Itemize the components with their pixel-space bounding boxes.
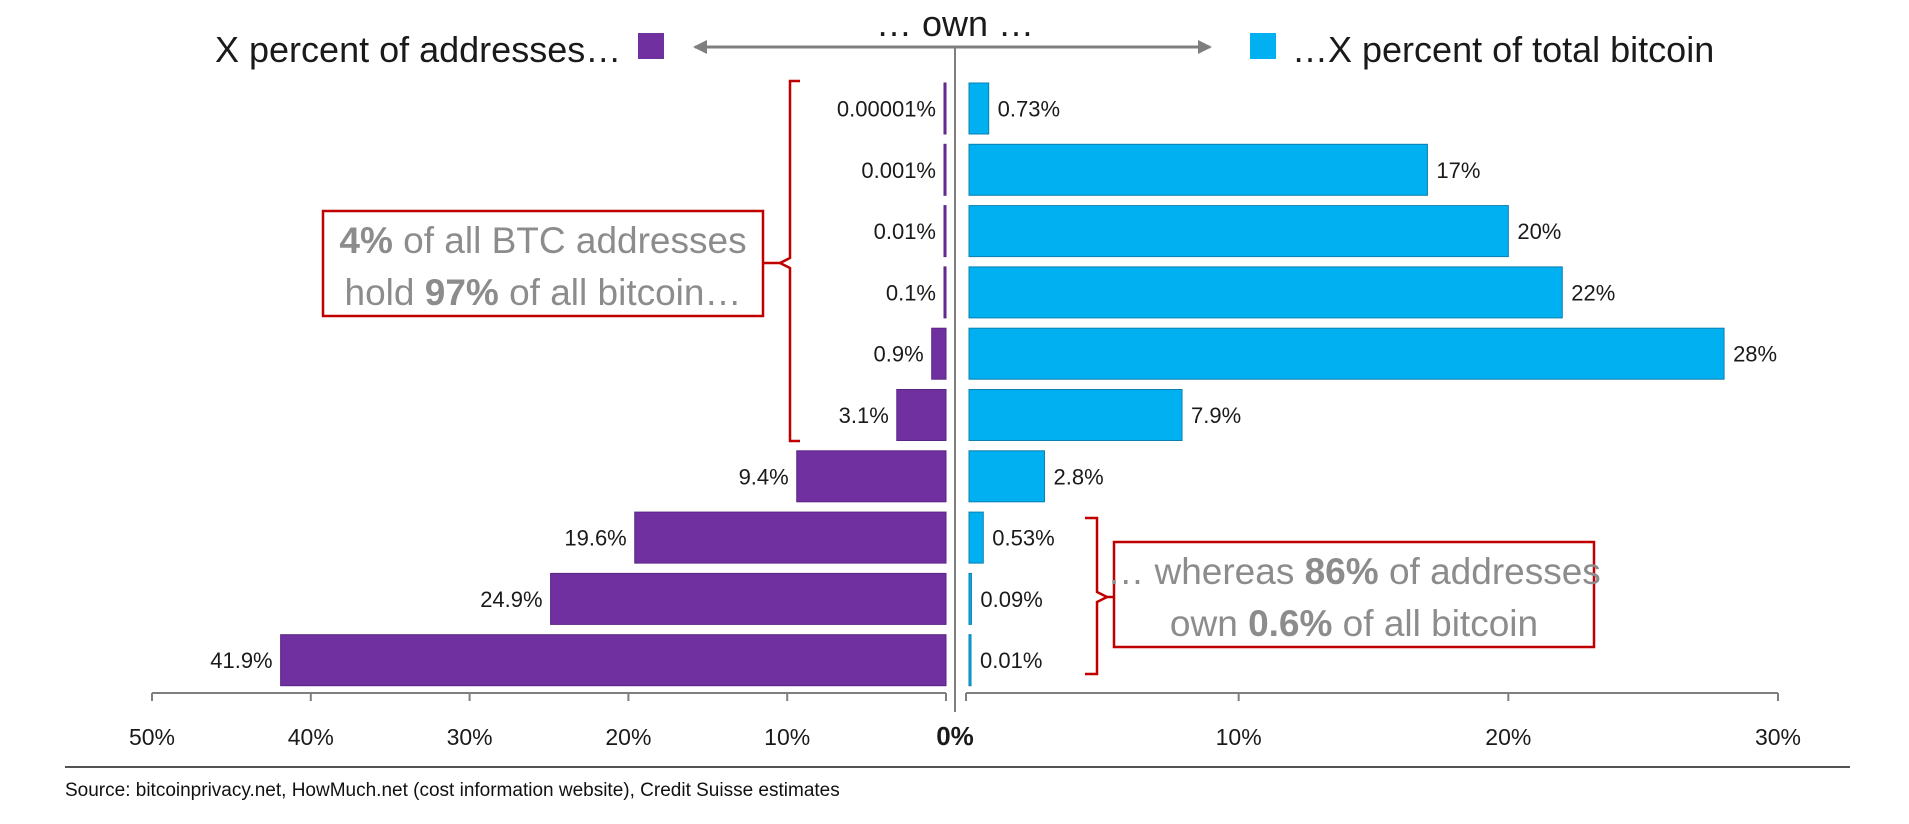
value-labels-group: 0.00001% 0.73% 0.001% 17% 0.01% 20% 0.1% 22% 0.9… bbox=[210, 97, 1777, 674]
label-bitcoin-4: 28% bbox=[1733, 342, 1777, 367]
annotation-bottom-seg6: of all bitcoin bbox=[1332, 603, 1538, 644]
annotation-top-seg2: of all BTC addresses bbox=[393, 220, 747, 261]
annotation-top-seg4: 97% bbox=[425, 272, 499, 313]
label-addresses-1: 0.001% bbox=[861, 158, 936, 183]
label-addresses-6: 9.4% bbox=[739, 464, 789, 489]
header-center-label: … own … bbox=[876, 3, 1034, 44]
left-tick-label-1: 40% bbox=[288, 724, 334, 750]
bitcoin-distribution-chart: X percent of addresses… … own … …X perce… bbox=[65, 3, 1850, 768]
bar-bitcoin-9 bbox=[968, 634, 972, 687]
annotation-bottom-seg5: 0.6% bbox=[1248, 603, 1332, 644]
bar-bitcoin-8 bbox=[968, 572, 972, 625]
left-tick-label-2: 30% bbox=[447, 724, 493, 750]
label-addresses-9: 41.9% bbox=[210, 648, 272, 673]
bar-addresses-2 bbox=[943, 205, 947, 258]
legend-swatch-addresses bbox=[638, 33, 664, 59]
bar-bitcoin-6 bbox=[968, 450, 1046, 503]
right-tick-label-0: 10% bbox=[1216, 724, 1262, 750]
header-right-label: …X percent of total bitcoin bbox=[1292, 29, 1714, 70]
annotation-text-bottom-line1: … whereas 86% of addresses bbox=[1107, 551, 1601, 592]
label-bitcoin-9: 0.01% bbox=[980, 648, 1042, 673]
right-tick-label-1: 20% bbox=[1485, 724, 1531, 750]
zero-tick-label: 0% bbox=[936, 721, 974, 751]
bar-bitcoin-7 bbox=[968, 511, 984, 564]
label-addresses-8: 24.9% bbox=[480, 587, 542, 612]
annotation-top-seg3: hold bbox=[345, 272, 425, 313]
annotation-bottom-seg2: 86% bbox=[1305, 551, 1379, 592]
annotation-top-seg1: 4% bbox=[339, 220, 392, 261]
label-bitcoin-2: 20% bbox=[1517, 219, 1561, 244]
bar-addresses-7 bbox=[634, 511, 947, 564]
left-tick-label-3: 20% bbox=[605, 724, 651, 750]
label-addresses-7: 19.6% bbox=[564, 526, 626, 551]
bar-bitcoin-2 bbox=[968, 205, 1509, 258]
label-bitcoin-0: 0.73% bbox=[998, 97, 1060, 122]
bar-addresses-5 bbox=[896, 389, 947, 441]
legend-swatch-bitcoin bbox=[1250, 33, 1276, 59]
label-bitcoin-1: 17% bbox=[1436, 158, 1480, 183]
left-tick-label-0: 50% bbox=[129, 724, 175, 750]
bar-addresses-8 bbox=[550, 572, 947, 625]
annotation-text-top-line2: hold 97% of all bitcoin… bbox=[345, 272, 742, 313]
annotation-text-bottom-line2: own 0.6% of all bitcoin bbox=[1170, 603, 1538, 644]
label-bitcoin-8: 0.09% bbox=[980, 587, 1042, 612]
bar-addresses-4 bbox=[931, 327, 947, 380]
bar-addresses-6 bbox=[796, 450, 947, 503]
right-tick-label-2: 30% bbox=[1755, 724, 1801, 750]
axis-ticks-group: 50% 40% 30% 20% 10% 10% 20% 30% bbox=[129, 693, 1801, 750]
label-addresses-5: 3.1% bbox=[839, 403, 889, 428]
bar-bitcoin-0 bbox=[968, 82, 990, 135]
bar-addresses-1 bbox=[943, 143, 947, 196]
annotation-top-seg5: of all bitcoin… bbox=[499, 272, 742, 313]
bar-bitcoin-4 bbox=[968, 327, 1725, 380]
label-addresses-2: 0.01% bbox=[874, 219, 936, 244]
label-bitcoin-7: 0.53% bbox=[992, 526, 1054, 551]
annotation-bottom-seg4: own bbox=[1170, 603, 1248, 644]
label-addresses-3: 0.1% bbox=[886, 280, 936, 305]
left-tick-label-4: 10% bbox=[764, 724, 810, 750]
bar-bitcoin-3 bbox=[968, 266, 1563, 319]
bar-addresses-0 bbox=[943, 82, 947, 135]
annotation-bracket-top bbox=[777, 79, 800, 443]
bar-bitcoin-1 bbox=[968, 143, 1428, 196]
label-addresses-4: 0.9% bbox=[874, 342, 924, 367]
annotation-bottom-seg3: of addresses bbox=[1379, 551, 1601, 592]
label-bitcoin-3: 22% bbox=[1571, 280, 1615, 305]
label-bitcoin-5: 7.9% bbox=[1191, 403, 1241, 428]
bar-addresses-9 bbox=[280, 634, 947, 687]
annotation-box-bottom bbox=[1112, 540, 1596, 649]
annotation-bottom-seg1: … whereas bbox=[1107, 551, 1304, 592]
bar-addresses-3 bbox=[943, 266, 947, 319]
bar-bitcoin-5 bbox=[968, 389, 1183, 441]
source-note: Source: bitcoinprivacy.net, HowMuch.net … bbox=[65, 780, 840, 801]
header-left-label: X percent of addresses… bbox=[215, 29, 621, 70]
annotation-text-top-line1: 4% of all BTC addresses bbox=[339, 220, 746, 261]
label-addresses-0: 0.00001% bbox=[837, 97, 936, 122]
label-bitcoin-6: 2.8% bbox=[1054, 464, 1104, 489]
annotation-bracket-bottom bbox=[1085, 516, 1110, 676]
bars-group bbox=[280, 82, 1725, 687]
